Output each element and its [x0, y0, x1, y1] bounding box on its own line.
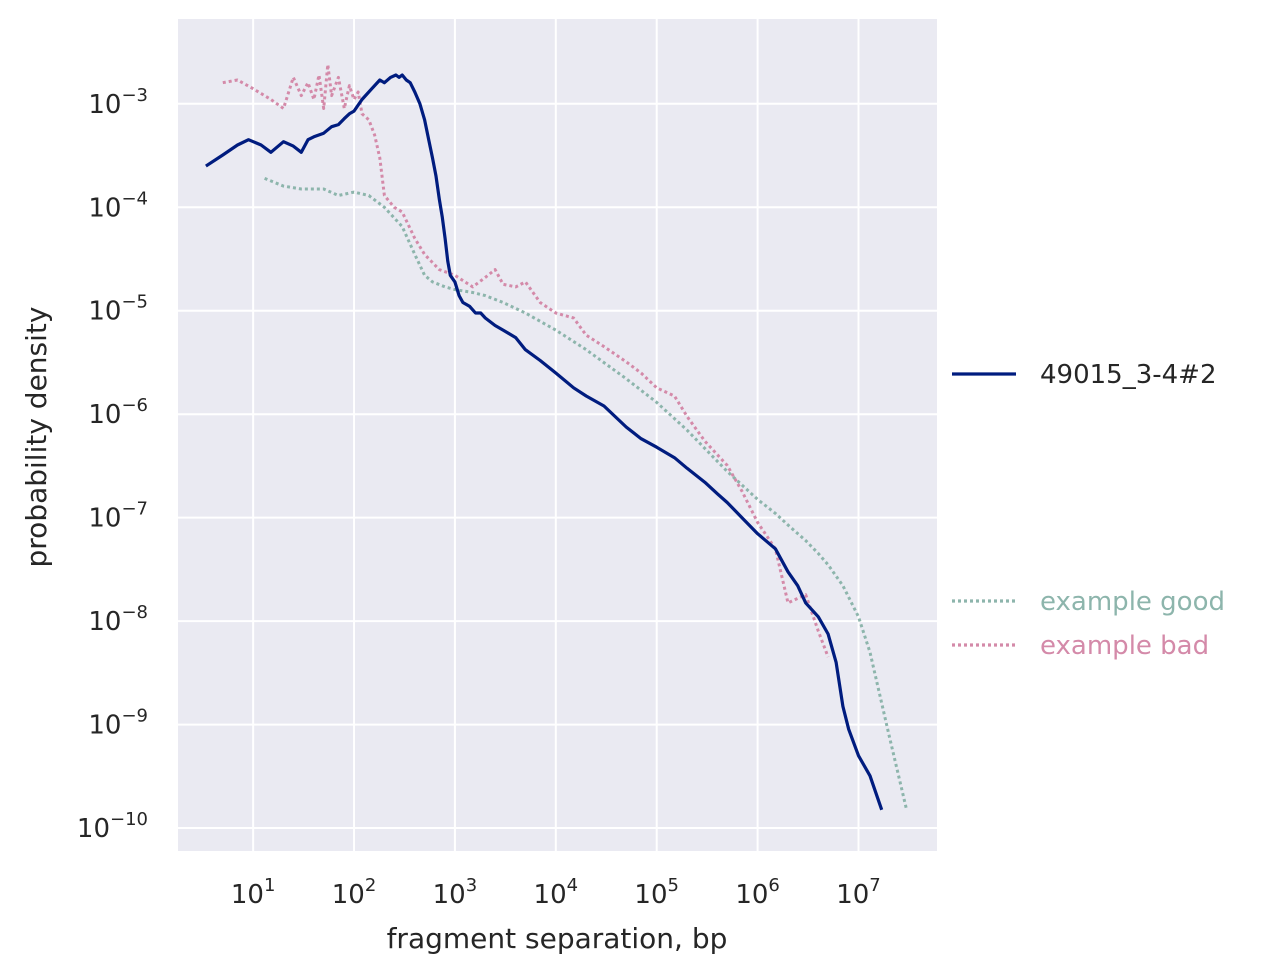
x-tick-label: 103: [433, 875, 478, 910]
x-axis-ticks: 101 102 103 104 105 106 107: [231, 875, 881, 910]
y-tick-label: 10−10: [77, 809, 148, 844]
y-axis-label: probability density: [20, 307, 53, 568]
y-tick-label: 10−9: [88, 706, 148, 741]
y-axis-ticks: 10−3 10−4 10−5 10−6 10−7 10−8 10−9 10−10: [77, 85, 148, 844]
x-tick-label: 102: [332, 875, 377, 910]
series-line-49015-3-4-2: [205, 73, 884, 811]
legend-item: example good: [952, 587, 1225, 617]
legend-label: example bad: [1040, 631, 1209, 661]
y-tick-label: 10−5: [88, 292, 148, 327]
y-tick-label: 10−7: [88, 499, 148, 534]
legend-label: example good: [1040, 587, 1225, 617]
x-tick-label: 105: [634, 875, 679, 910]
x-tick-label: 104: [534, 875, 579, 910]
y-tick-label: 10−6: [88, 395, 148, 430]
legend-item: example bad: [952, 631, 1209, 661]
x-axis-label: fragment separation, bp: [387, 922, 728, 955]
y-tick-label: 10−4: [88, 188, 148, 223]
legend-item: 49015_3-4#2: [952, 360, 1217, 390]
x-tick-label: 106: [735, 875, 780, 910]
legend-label: 49015_3-4#2: [1040, 360, 1217, 390]
series-line-example-good: [264, 177, 909, 811]
x-tick-label: 107: [836, 875, 881, 910]
grid-lines: [178, 19, 937, 851]
y-tick-label: 10−8: [88, 602, 148, 637]
plot-area: [178, 19, 937, 851]
x-tick-label: 101: [231, 875, 276, 910]
series-line-example-bad: [222, 63, 830, 658]
y-tick-label: 10−3: [88, 85, 148, 120]
series-layer: [205, 63, 909, 811]
